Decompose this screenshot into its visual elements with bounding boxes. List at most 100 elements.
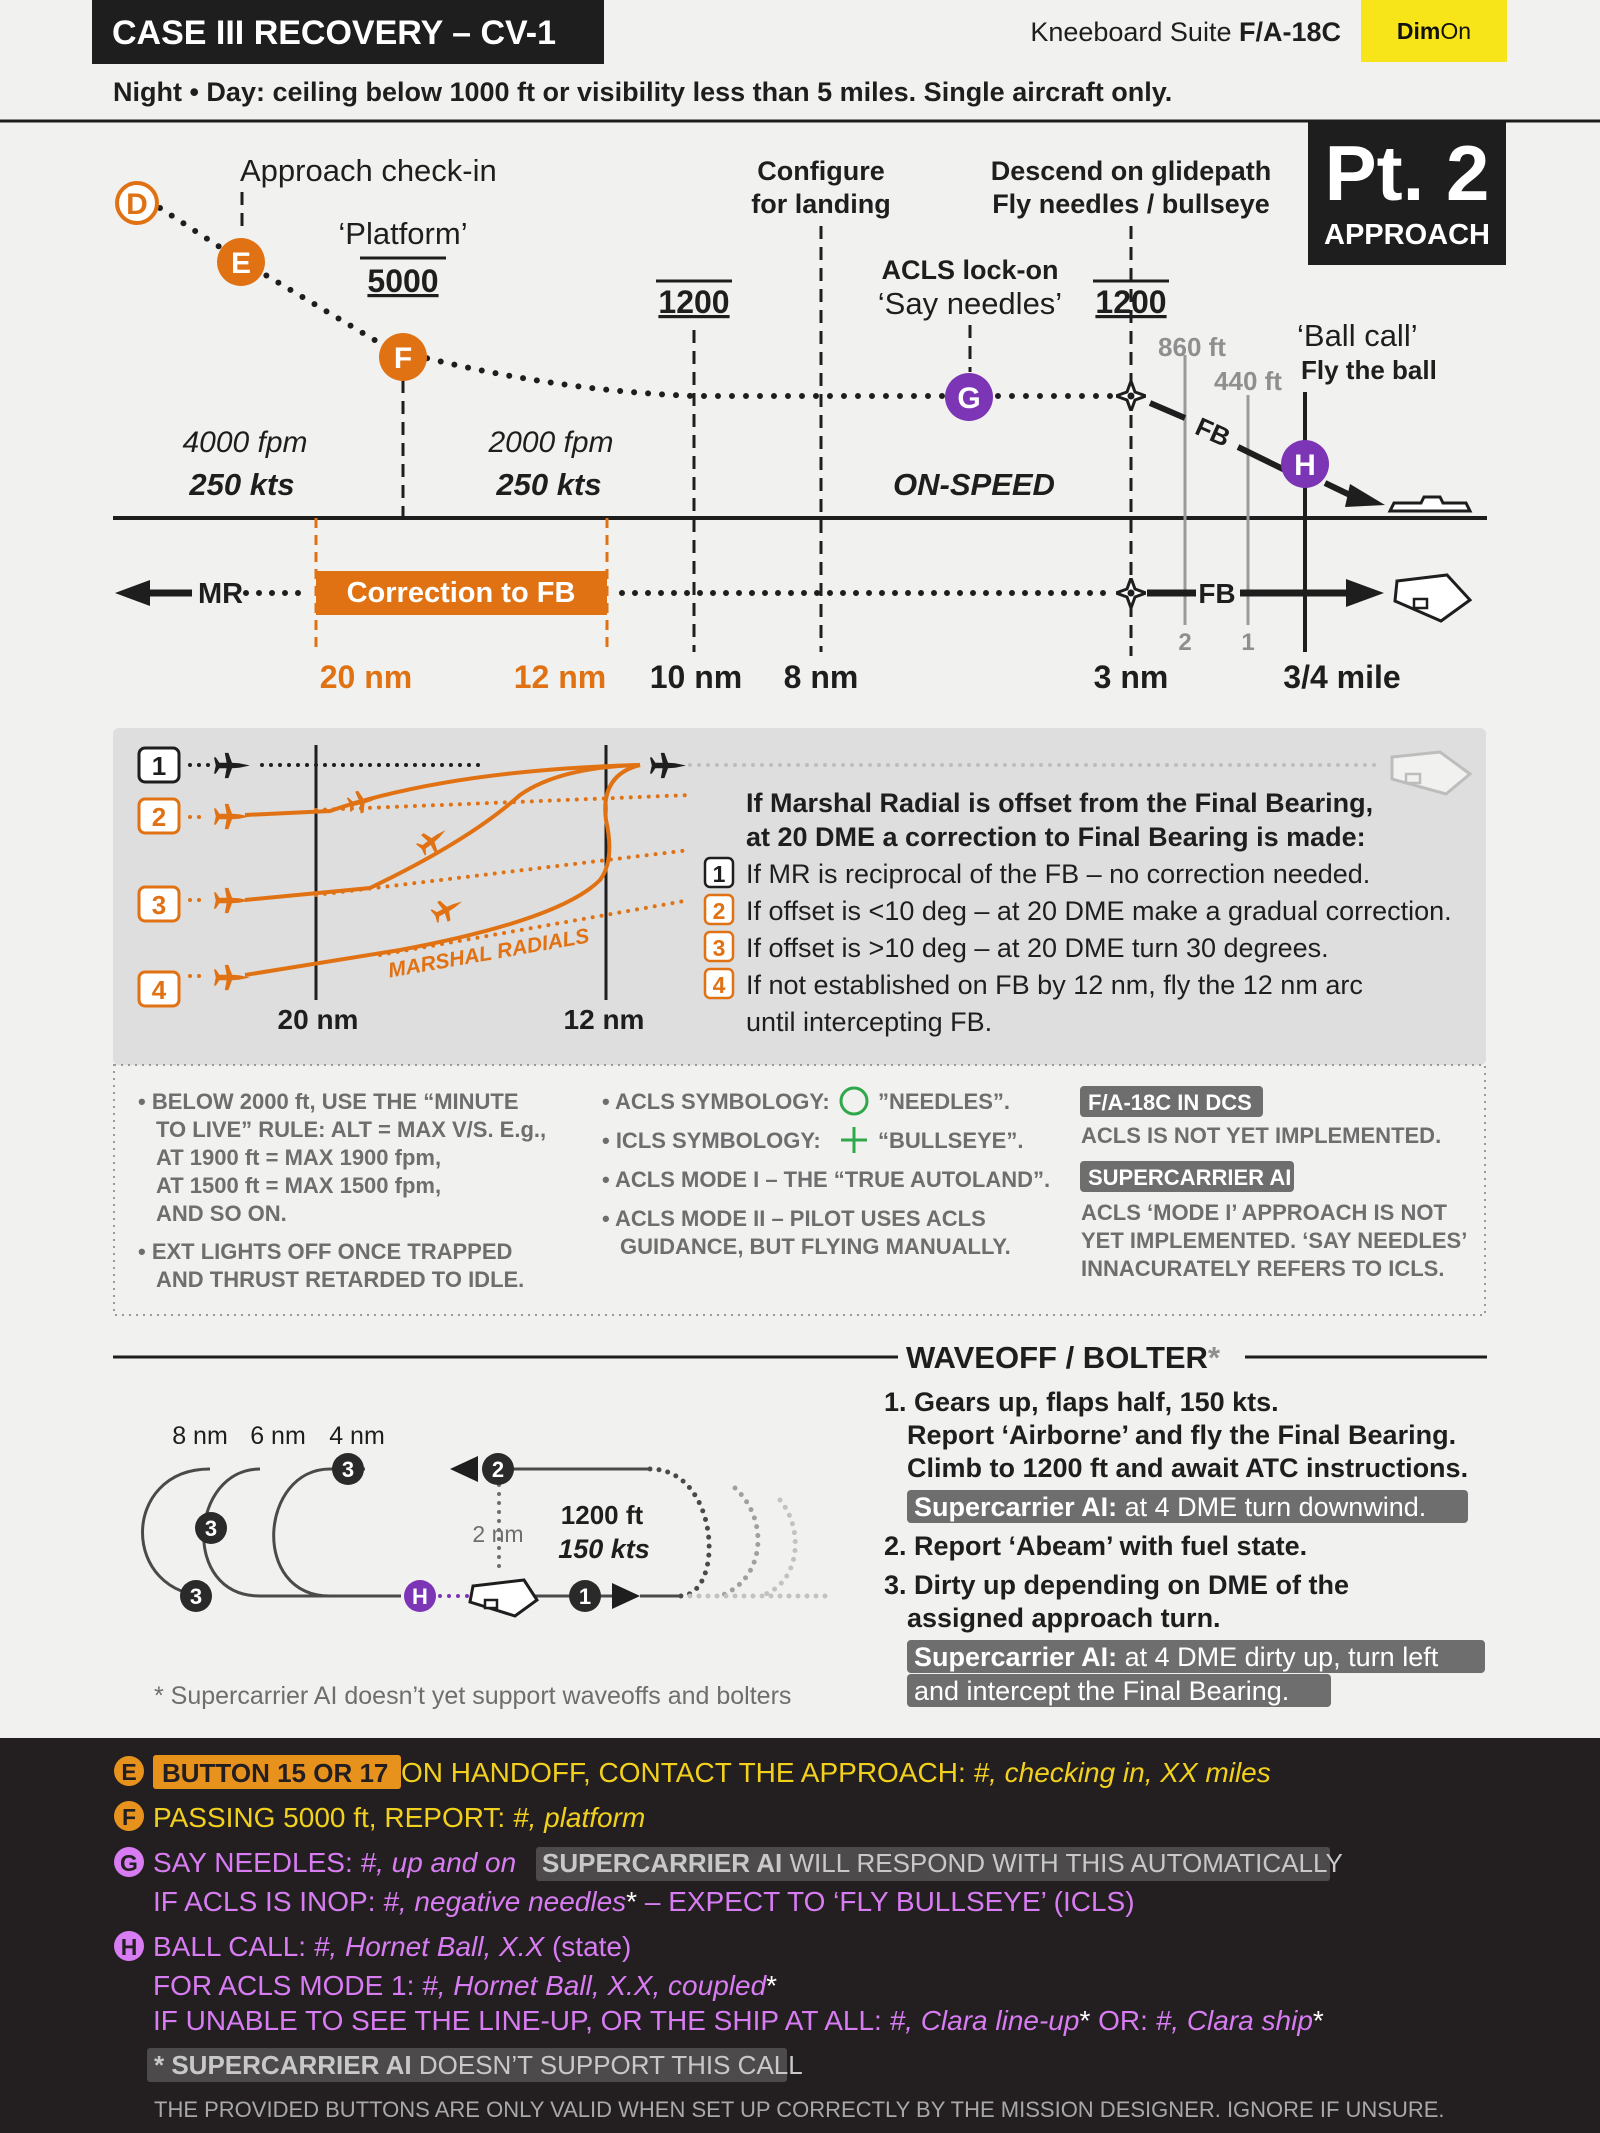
rule4-box	[703, 967, 735, 1000]
on-speed-label: ON-SPEED	[893, 467, 1055, 502]
dim-toggle-button[interactable]: Dim On	[1361, 0, 1507, 62]
radio-h3-text: IF UNABLE TO SEE THE LINE-UP, OR THE SHI…	[153, 2005, 1324, 2036]
wp-h-label: H	[412, 1584, 428, 1609]
fb-arrow	[1346, 579, 1384, 607]
mr-label: MR	[198, 578, 243, 610]
sc-note-2-bg	[907, 1640, 1485, 1673]
radio-e-text: ON HANDOFF, CONTACT THE APPROACH: #, che…	[401, 1757, 1271, 1788]
case2-num: 2	[152, 802, 166, 832]
radio-footnote: * SUPERCARRIER AI DOESN’T SUPPORT THIS C…	[154, 2050, 803, 2080]
radio-e-icon	[114, 1756, 144, 1786]
radio-h-icon	[114, 1931, 144, 1961]
dist-12nm-label: 12 nm	[514, 659, 606, 695]
waveoff-8nm-label: 8 nm	[172, 1422, 228, 1450]
approach-profile	[113, 192, 1487, 656]
radio-calls: E BUTTON 15 OR 17 ON HANDOFF, CONTACT TH…	[114, 1755, 1445, 2122]
sc-text-1: ACLS ‘MODE I’ APPROACH IS NOT	[1081, 1200, 1447, 1225]
tick-1-label: 1	[1241, 629, 1254, 656]
panel-12nm-label: 12 nm	[564, 1004, 645, 1035]
panel-heading-1: If Marshal Radial is offset from the Fin…	[746, 788, 1373, 818]
case3-path	[244, 763, 641, 902]
dist-3nm-label: 3 nm	[1094, 659, 1169, 695]
wp-1-label: 1	[579, 1584, 591, 1609]
rule1-box	[703, 856, 735, 889]
case3-num: 3	[152, 890, 166, 920]
turn-8nm	[141, 1467, 211, 1598]
step-1-line-3: Climb to 1200 ft and await ATC instructi…	[907, 1453, 1468, 1483]
page-title: CASE III RECOVERY – CV-1	[112, 14, 556, 52]
sc-text-2: YET IMPLEMENTED. ‘SAY NEEDLES’	[1081, 1228, 1467, 1253]
dcs-text: ACLS IS NOT YET IMPLEMENTED.	[1081, 1123, 1441, 1148]
acls-mode2-note-2: GUIDANCE, BUT FLYING MANUALLY.	[620, 1234, 1011, 1259]
step-2: 2. Report ‘Abeam’ with fuel state.	[884, 1531, 1307, 1561]
step-1-line-2: Report ‘Airborne’ and fly the Final Bear…	[907, 1420, 1456, 1450]
case4-path	[244, 763, 641, 977]
rule1-num: 1	[713, 861, 726, 887]
icls-symbology-label: • ICLS SYMBOLOGY:	[602, 1128, 821, 1153]
configure-label-1: Configure	[757, 156, 885, 186]
rule4-text: If not established on FB by 12 nm, fly t…	[746, 970, 1363, 1000]
alt-1200a-label: 1200	[658, 284, 729, 320]
title-bar	[92, 0, 604, 64]
ship-plan-island	[1412, 597, 1429, 610]
rate-2000-label: 2000 fpm	[487, 426, 613, 459]
dcs-tag: F/A-18C IN DCS	[1088, 1090, 1252, 1115]
radio-g-letter: G	[120, 1850, 138, 1876]
rule4-num: 4	[713, 972, 726, 998]
dim-toggle-dim: Dim	[1396, 17, 1441, 44]
dist-10nm-label: 10 nm	[650, 659, 742, 695]
radio-e-letter: E	[121, 1759, 136, 1785]
wp-h-icon	[404, 1580, 436, 1612]
speed-250a-label: 250 kts	[188, 467, 294, 502]
correction-label: Correction to FB	[347, 577, 576, 609]
alt-1200b-label: 1200	[1095, 284, 1166, 320]
marshal-radial-3	[314, 848, 692, 897]
descend-label-2: Fly needles / bullseye	[992, 189, 1270, 219]
platform-label: ‘Platform’	[338, 216, 467, 251]
radio-h-letter: H	[121, 1934, 138, 1960]
crosswind-turn-2	[717, 1485, 761, 1599]
turn-6nm	[202, 1467, 401, 1598]
waveoff-ship-icon	[468, 1578, 540, 1618]
waveoff-footnote: * Supercarrier AI doesn’t yet support wa…	[154, 1682, 791, 1710]
radio-h2-text: FOR ACLS MODE 1: #, Hornet Ball, X.X, co…	[153, 1970, 777, 2001]
panel-20nm-label: 20 nm	[278, 1004, 359, 1035]
correction-box	[316, 571, 607, 615]
say-needles-label: ‘Say needles’	[878, 286, 1062, 321]
rule2-num: 2	[713, 898, 726, 924]
wp-3c-icon	[180, 1580, 212, 1612]
waypoint-3nm-glide-icon	[1116, 381, 1146, 411]
point-f-icon	[379, 333, 427, 381]
crosswind-turn-3	[757, 1497, 798, 1599]
sc-note-2-cont: and intercept the Final Bearing.	[914, 1676, 1289, 1706]
sc-note-1-bg	[907, 1490, 1468, 1523]
marshal-radial-4	[378, 898, 692, 957]
radio-g-text: SAY NEEDLES: #, up and on	[153, 1847, 516, 1878]
waveoff-6nm-label: 6 nm	[250, 1422, 306, 1450]
point-d-icon	[115, 181, 159, 225]
approach-checkin-label: Approach check-in	[240, 153, 497, 188]
fb-glide-label: FB	[1191, 411, 1235, 453]
waveoff-2nm-label: 2 nm	[472, 1521, 523, 1547]
ball-call-label: ‘Ball call’	[1297, 318, 1418, 353]
sc-tag-bg	[1080, 1161, 1294, 1192]
dist-8nm-label: 8 nm	[784, 659, 859, 695]
wp-3b-label: 3	[205, 1516, 217, 1541]
wp-3a-label: 3	[342, 1457, 354, 1482]
sc-text-3: INNACURATELY REFERS TO ICLS.	[1081, 1256, 1444, 1281]
note1-line5: AND SO ON.	[156, 1201, 287, 1226]
point-e-icon	[217, 238, 265, 286]
radio-f-letter: F	[122, 1804, 136, 1830]
acls-mode2-note-1: • ACLS MODE II – PILOT USES ACLS	[602, 1206, 986, 1231]
fb-plan-label: FB	[1198, 578, 1235, 609]
rule1-text: If MR is reciprocal of the FB – no corre…	[746, 859, 1370, 889]
radio-g-tag-bg	[536, 1847, 1330, 1881]
notes-col-2: • ACLS SYMBOLOGY: ”NEEDLES”. • ICLS SYMB…	[602, 1086, 1050, 1259]
tick-2-label: 2	[1178, 629, 1191, 656]
radio-f-text: PASSING 5000 ft, REPORT: #, platform	[153, 1802, 645, 1833]
glidepath-arrow	[1345, 484, 1385, 507]
radio-footnote-bg	[147, 2048, 787, 2082]
panel-heading-2: at 20 DME a correction to Final Bearing …	[746, 822, 1366, 852]
sc-tag: SUPERCARRIER AI	[1088, 1165, 1291, 1190]
